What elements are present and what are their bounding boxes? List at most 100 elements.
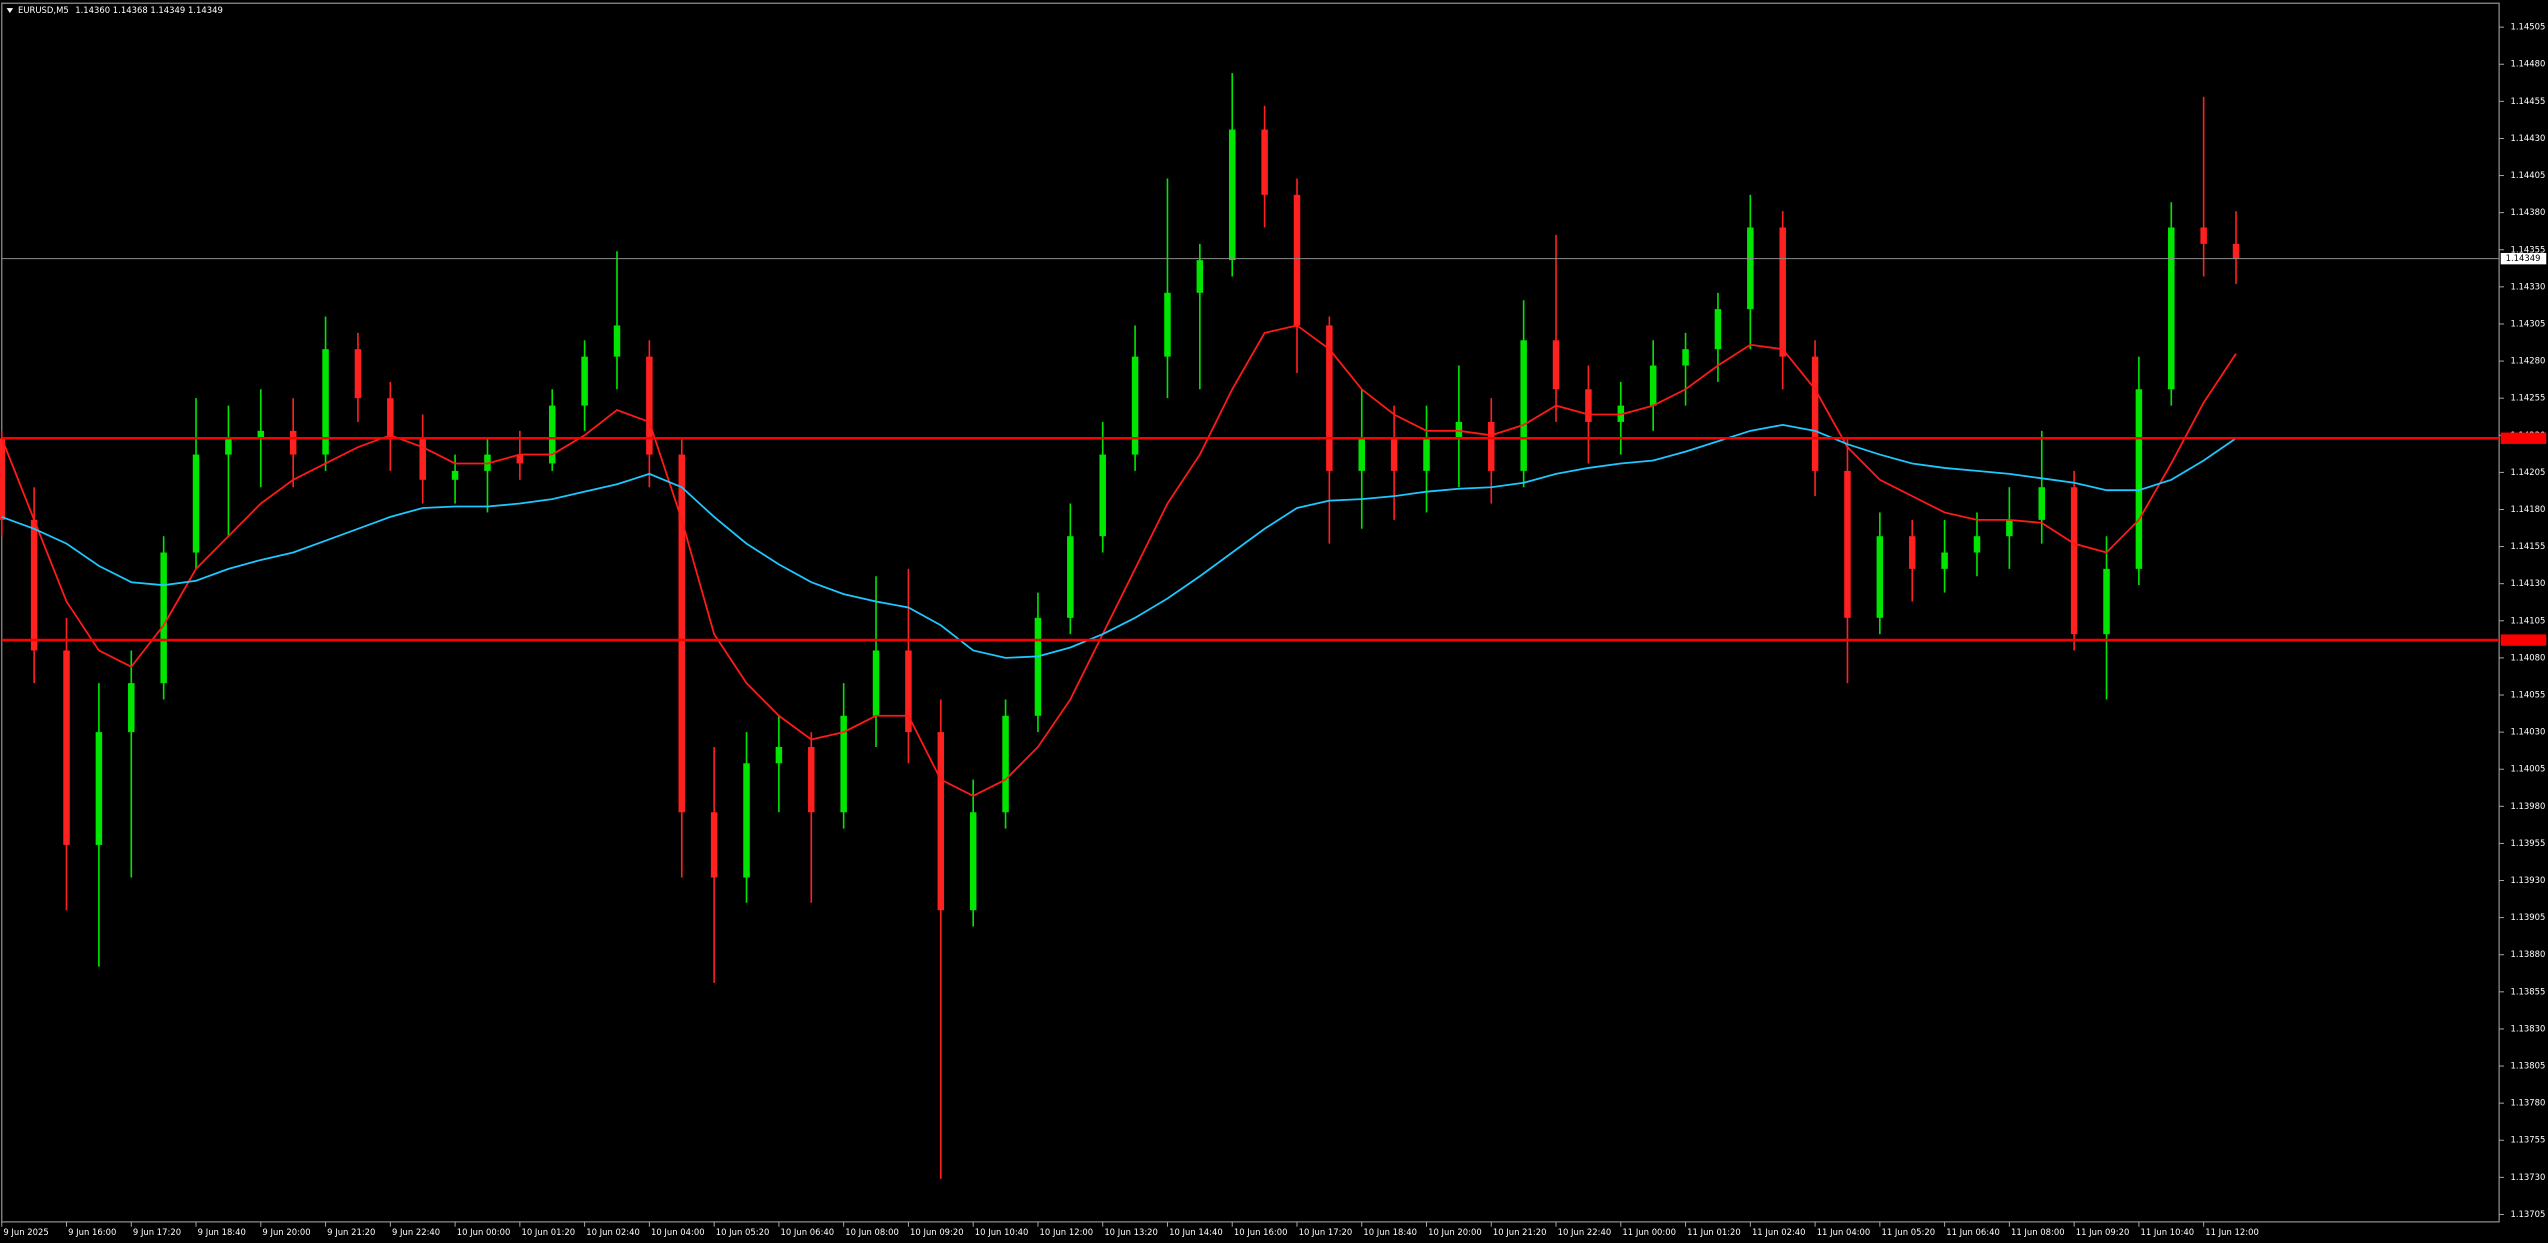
candle-body: [1811, 356, 1819, 471]
y-tick-label: 1.14405: [2511, 170, 2546, 180]
x-tick-label: 10 Jun 18:40: [1363, 1227, 1417, 1237]
candle-body: [1067, 536, 1074, 618]
x-tick-label: 11 Jun 00:00: [1622, 1227, 1676, 1237]
candle-body: [30, 519, 38, 651]
y-tick-label: 1.14380: [2511, 207, 2546, 217]
candle-body: [0, 438, 6, 520]
x-tick-label: 10 Jun 04:00: [651, 1227, 705, 1237]
candle-body: [1034, 617, 1042, 716]
candle-body: [2200, 227, 2207, 244]
x-tick-label: 11 Jun 08:00: [2011, 1227, 2065, 1237]
x-tick-label: 11 Jun 04:00: [1817, 1227, 1871, 1237]
candle-body: [192, 454, 200, 553]
candle-body: [1747, 227, 1754, 310]
y-tick-label: 1.14005: [2511, 764, 2546, 774]
candle-body: [95, 732, 103, 845]
y-tick-label: 1.14305: [2511, 318, 2546, 328]
candle-body: [387, 398, 394, 439]
candle-body: [2103, 568, 2110, 635]
candle-body: [678, 454, 686, 813]
x-tick-label: 9 Jun 20:00: [262, 1227, 310, 1237]
x-tick-label: 10 Jun 17:20: [1299, 1227, 1353, 1237]
candle-body: [1164, 292, 1171, 357]
moving-average: [0, 324, 2237, 797]
candle-body: [1293, 194, 1301, 326]
candle-body: [2135, 389, 2143, 569]
y-tick-label: 1.13855: [2511, 986, 2546, 996]
x-tick-label: 10 Jun 00:00: [457, 1227, 511, 1237]
candle-body: [1520, 340, 1527, 471]
candle-body: [1682, 349, 1689, 366]
y-tick-label: 1.13730: [2511, 1172, 2546, 1182]
candle-body: [1552, 340, 1560, 390]
y-tick-label: 1.14030: [2511, 727, 2546, 737]
candle-body: [937, 732, 945, 911]
candle-body: [2168, 227, 2175, 390]
y-tick-label: 1.14130: [2511, 578, 2546, 588]
menu-arrow[interactable]: [6, 8, 14, 13]
x-tick-label: 11 Jun 09:20: [2076, 1227, 2130, 1237]
quote: 1.14360 1.14368 1.14349 1.14349: [75, 5, 223, 15]
x-tick-label: 10 Jun 13:20: [1104, 1227, 1158, 1237]
y-tick-label: 1.13880: [2511, 949, 2546, 959]
y-tick-label: 1.13780: [2511, 1098, 2546, 1108]
candle-body: [2006, 519, 2013, 537]
price-level-tag: [2500, 634, 2547, 646]
x-tick-label: 10 Jun 10:40: [975, 1227, 1029, 1237]
candle-body: [289, 430, 297, 455]
candle-body: [322, 349, 329, 455]
x-tick-label: 9 Jun 16:00: [68, 1227, 116, 1237]
candle-body: [548, 405, 556, 464]
y-tick-label: 1.14330: [2511, 281, 2546, 291]
candle-body: [1973, 536, 1981, 553]
candle-body: [160, 552, 167, 684]
y-tick-label: 1.14455: [2511, 96, 2546, 106]
candle-body: [1358, 438, 1365, 471]
candle-body: [872, 650, 880, 716]
candle-body: [1876, 536, 1884, 618]
y-tick-label: 1.13830: [2511, 1023, 2546, 1033]
x-tick-label: 11 Jun 01:20: [1687, 1227, 1741, 1237]
candle-body: [840, 715, 847, 813]
candle-body: [1649, 365, 1657, 406]
y-tick-label: 1.14255: [2511, 393, 2546, 403]
y-tick-label: 1.14205: [2511, 467, 2546, 477]
y-tick-label: 1.13705: [2511, 1209, 2546, 1219]
candle-body: [646, 356, 653, 455]
candle-body: [1390, 438, 1398, 471]
candle-body: [1099, 454, 1106, 537]
y-tick-label: 1.13955: [2511, 838, 2546, 848]
x-tick-label: 11 Jun 05:20: [1881, 1227, 1935, 1237]
candle-body: [1488, 421, 1495, 471]
x-tick-label: 10 Jun 01:20: [521, 1227, 575, 1237]
last-price-label: 1.14349: [2506, 253, 2541, 263]
y-tick-label: 1.14180: [2511, 504, 2546, 514]
candle-body: [1941, 552, 1948, 569]
y-tick-label: 1.13755: [2511, 1135, 2546, 1145]
candle-body: [1326, 325, 1333, 471]
candle-body: [743, 763, 750, 878]
candle-body: [2232, 243, 2240, 259]
x-tick-label: 11 Jun 12:00: [2205, 1227, 2259, 1237]
candle-body: [1779, 227, 1786, 357]
candle-body: [225, 438, 232, 455]
plot-frame: [1, 2, 2500, 1223]
candle-body: [1261, 129, 1268, 195]
moving-average: [1, 423, 2237, 659]
y-tick-label: 1.14280: [2511, 356, 2546, 366]
candle-body: [808, 746, 815, 813]
candle-body: [354, 349, 362, 399]
x-tick-label: 9 Jun 22:40: [392, 1227, 440, 1237]
price-level-tag: [2500, 432, 2547, 444]
x-tick-label: 11 Jun 06:40: [1946, 1227, 2000, 1237]
candle-body: [613, 325, 621, 357]
x-tick-label: 10 Jun 16:00: [1234, 1227, 1288, 1237]
candle-body: [969, 812, 977, 911]
candle-body: [257, 430, 265, 439]
x-tick-label: 9 Jun 21:20: [327, 1227, 375, 1237]
candle-body: [1423, 438, 1430, 471]
y-tick-label: 1.14055: [2511, 690, 2546, 700]
y-tick-label: 1.14480: [2511, 59, 2546, 69]
candle-body: [451, 470, 459, 480]
candle-body: [1585, 389, 1592, 422]
